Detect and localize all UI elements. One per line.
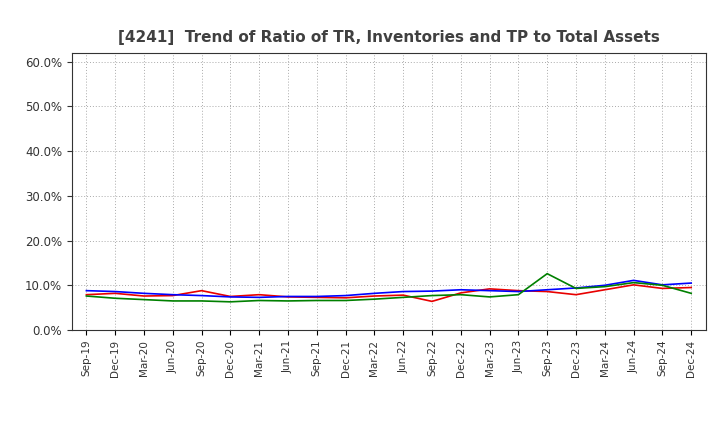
Trade Receivables xyxy=(687,285,696,290)
Trade Receivables xyxy=(111,291,120,296)
Trade Payables xyxy=(572,286,580,291)
Trade Payables xyxy=(485,294,494,300)
Inventories xyxy=(485,288,494,293)
Trade Receivables xyxy=(543,289,552,294)
Trade Receivables xyxy=(255,292,264,297)
Trade Payables xyxy=(370,297,379,302)
Trade Receivables xyxy=(226,294,235,299)
Trade Receivables xyxy=(312,295,321,300)
Trade Receivables xyxy=(197,288,206,293)
Trade Payables xyxy=(140,297,148,302)
Inventories xyxy=(428,289,436,294)
Trade Payables xyxy=(255,298,264,303)
Trade Receivables xyxy=(600,287,609,293)
Trade Receivables xyxy=(370,293,379,299)
Inventories xyxy=(255,295,264,300)
Trade Receivables xyxy=(428,299,436,304)
Trade Receivables xyxy=(572,292,580,297)
Trade Receivables xyxy=(456,290,465,296)
Inventories xyxy=(629,278,638,283)
Inventories xyxy=(687,280,696,286)
Inventories xyxy=(111,289,120,294)
Inventories xyxy=(284,294,292,299)
Trade Payables xyxy=(514,292,523,297)
Trade Payables xyxy=(600,284,609,289)
Inventories xyxy=(658,282,667,287)
Trade Payables xyxy=(312,298,321,303)
Inventories xyxy=(456,287,465,293)
Trade Payables xyxy=(226,299,235,304)
Inventories xyxy=(514,289,523,294)
Line: Trade Payables: Trade Payables xyxy=(86,274,691,302)
Trade Payables xyxy=(399,295,408,300)
Trade Receivables xyxy=(82,292,91,297)
Title: [4241]  Trend of Ratio of TR, Inventories and TP to Total Assets: [4241] Trend of Ratio of TR, Inventories… xyxy=(118,29,660,45)
Trade Payables xyxy=(82,293,91,299)
Trade Payables xyxy=(687,291,696,296)
Inventories xyxy=(312,294,321,299)
Inventories xyxy=(226,294,235,300)
Line: Trade Receivables: Trade Receivables xyxy=(86,285,691,301)
Trade Payables xyxy=(168,298,177,304)
Trade Receivables xyxy=(514,288,523,293)
Inventories xyxy=(82,288,91,293)
Trade Receivables xyxy=(629,282,638,287)
Trade Payables xyxy=(284,298,292,304)
Trade Receivables xyxy=(140,293,148,299)
Trade Receivables xyxy=(284,294,292,300)
Inventories xyxy=(140,291,148,296)
Trade Payables xyxy=(543,271,552,276)
Trade Payables xyxy=(456,292,465,297)
Inventories xyxy=(168,292,177,297)
Inventories xyxy=(197,293,206,298)
Inventories xyxy=(341,293,350,298)
Inventories xyxy=(370,291,379,296)
Line: Inventories: Inventories xyxy=(86,280,691,297)
Trade Payables xyxy=(629,280,638,285)
Inventories xyxy=(572,285,580,290)
Trade Payables xyxy=(428,293,436,298)
Trade Receivables xyxy=(658,286,667,291)
Inventories xyxy=(399,289,408,294)
Trade Payables xyxy=(341,298,350,303)
Trade Payables xyxy=(658,282,667,288)
Trade Payables xyxy=(111,296,120,301)
Inventories xyxy=(543,287,552,293)
Inventories xyxy=(600,282,609,288)
Trade Payables xyxy=(197,298,206,304)
Trade Receivables xyxy=(485,286,494,292)
Trade Receivables xyxy=(341,295,350,301)
Trade Receivables xyxy=(168,293,177,298)
Trade Receivables xyxy=(399,293,408,298)
